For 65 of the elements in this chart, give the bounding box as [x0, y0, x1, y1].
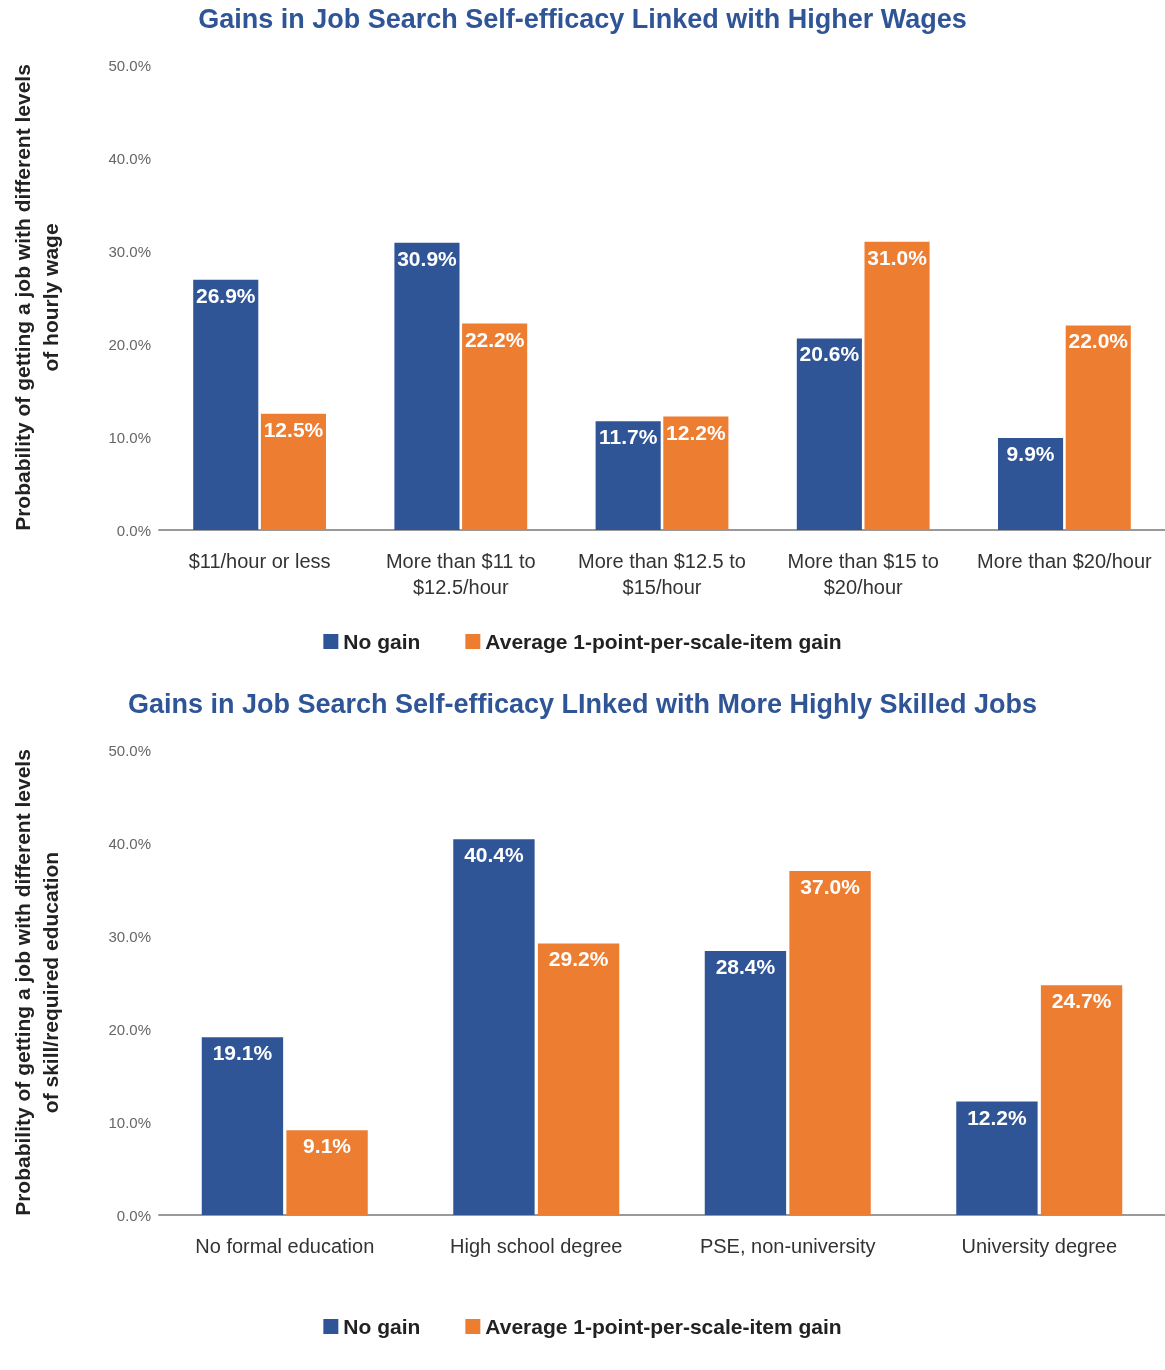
- data-label: 11.7%: [598, 425, 658, 449]
- data-label: 22.2%: [464, 327, 525, 351]
- data-label: 31.0%: [867, 245, 928, 269]
- data-label: 29.2%: [548, 947, 609, 971]
- y-axis-title: Probability of getting a job with different levels of hourly wage: [10, 64, 62, 531]
- bar: [537, 943, 620, 1215]
- bar: [1065, 325, 1131, 530]
- data-label: 12.5%: [263, 417, 324, 441]
- data-label: 40.4%: [464, 843, 525, 867]
- legend-label: Average 1-point-per-scale-item gain: [485, 1315, 842, 1338]
- y-tick-label: 40.0%: [108, 149, 151, 167]
- bar: [796, 338, 862, 530]
- x-tick-label: More than $11 to $12.5/hour: [385, 550, 536, 598]
- data-label: 19.1%: [212, 1041, 273, 1065]
- data-label: 22.0%: [1068, 329, 1129, 353]
- y-tick-label: 0.0%: [116, 521, 151, 539]
- bar: [956, 1101, 1038, 1215]
- x-tick-label: More than $20/hour: [977, 550, 1153, 572]
- legend-label: No gain: [343, 1315, 421, 1338]
- y-tick-label: 0.0%: [116, 1206, 151, 1224]
- x-tick-label: No formal education: [195, 1235, 375, 1257]
- bar: [998, 437, 1064, 530]
- y-tick-label: 30.0%: [108, 242, 151, 260]
- bar: [193, 279, 259, 530]
- data-label: 12.2%: [666, 420, 726, 444]
- data-label: 12.2%: [967, 1105, 1028, 1129]
- bar: [789, 870, 871, 1215]
- bar: [1040, 985, 1123, 1215]
- data-label: 28.4%: [715, 954, 776, 978]
- bar: [201, 1037, 284, 1215]
- x-tick-label: High school degree: [450, 1235, 623, 1257]
- y-tick-label: 10.0%: [108, 1113, 151, 1131]
- x-tick-label: More than $15 to $20/hour: [787, 550, 939, 598]
- data-label: 20.6%: [799, 342, 860, 366]
- x-tick-label: University degree: [961, 1235, 1118, 1257]
- bar: [260, 413, 326, 530]
- bar: [663, 416, 729, 530]
- y-tick-label: 20.0%: [108, 1020, 151, 1038]
- data-label: 9.1%: [303, 1134, 352, 1158]
- legend-label: No gain: [343, 630, 421, 653]
- y-tick-label: 30.0%: [108, 927, 151, 945]
- y-tick-label: 10.0%: [108, 428, 151, 446]
- chart-title: Gains in Job Search Self-efficacy LInked with More Highly Skilled Jobs: [127, 688, 1038, 719]
- legend-label: Average 1-point-per-scale-item gain: [485, 630, 842, 653]
- chart-title: Gains in Job Search Self-efficacy Linked with Higher Wages: [198, 3, 967, 34]
- y-tick-label: 50.0%: [108, 741, 151, 759]
- bar: [394, 242, 460, 530]
- data-label: 37.0%: [800, 874, 861, 898]
- x-tick-label: $11/hour or less: [188, 550, 331, 572]
- y-tick-label: 50.0%: [108, 56, 151, 74]
- y-tick-label: 20.0%: [108, 335, 151, 353]
- x-tick-label: PSE, non-university: [699, 1235, 876, 1257]
- bar: [704, 950, 787, 1215]
- bar: [462, 323, 528, 530]
- x-tick-label: More than $12.5 to $15/hour: [578, 550, 746, 598]
- data-label: 30.9%: [397, 246, 458, 270]
- bar: [453, 839, 535, 1215]
- y-axis-title: Probability of getting a job with different levels of skill/required education: [10, 749, 62, 1216]
- data-label: 9.9%: [1006, 441, 1055, 465]
- bar: [595, 421, 661, 530]
- y-tick-label: 40.0%: [108, 834, 151, 852]
- bar: [864, 241, 930, 530]
- bar: [286, 1130, 368, 1215]
- data-label: 26.9%: [195, 283, 256, 307]
- data-label: 24.7%: [1051, 989, 1112, 1013]
